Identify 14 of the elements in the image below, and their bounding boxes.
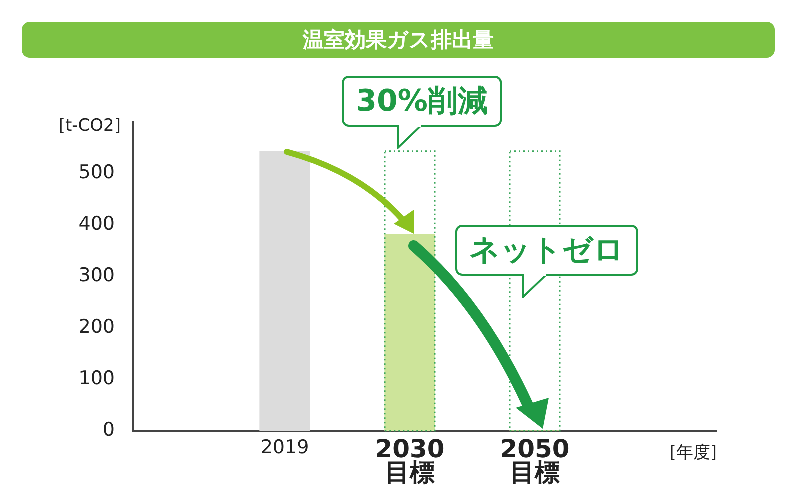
y-tick-label: 400 <box>78 212 115 235</box>
y-tick-label: 500 <box>78 161 115 184</box>
y-axis-title: [t-CO2] <box>58 116 121 136</box>
chart-title: 温室効果ガス排出量 <box>22 22 775 58</box>
annotation: 30%削減 <box>342 76 502 128</box>
y-tick-label: 0 <box>102 418 115 441</box>
y-tick-label: 200 <box>78 316 115 338</box>
y-tick-label: 300 <box>78 264 115 286</box>
y-tick-label: 100 <box>78 367 115 390</box>
x-axis-title: [年度] <box>670 442 717 464</box>
x-tick-label: 2030 目標 <box>375 434 445 488</box>
x-tick-label: 2050 目標 <box>500 434 570 488</box>
annotation: ネットゼロ <box>456 225 638 276</box>
x-tick-label: 2019 <box>260 436 310 458</box>
